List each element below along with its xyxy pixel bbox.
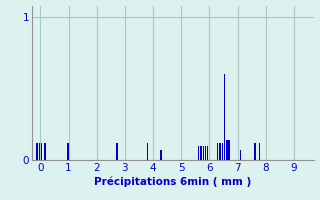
Bar bbox=[224, 74, 225, 160]
Bar bbox=[36, 143, 38, 160]
Bar bbox=[160, 150, 162, 160]
Bar bbox=[200, 146, 202, 160]
Bar bbox=[39, 143, 40, 160]
Bar bbox=[240, 150, 241, 160]
Bar bbox=[203, 146, 204, 160]
Bar bbox=[259, 143, 260, 160]
Bar bbox=[222, 143, 223, 160]
Bar bbox=[205, 146, 206, 160]
Bar bbox=[197, 146, 199, 160]
Bar bbox=[116, 143, 118, 160]
Bar bbox=[220, 143, 221, 160]
Bar bbox=[44, 143, 45, 160]
X-axis label: Précipitations 6min ( mm ): Précipitations 6min ( mm ) bbox=[94, 177, 252, 187]
Bar bbox=[41, 143, 42, 160]
Bar bbox=[207, 146, 208, 160]
Bar bbox=[147, 143, 148, 160]
Bar bbox=[68, 143, 69, 160]
Bar bbox=[226, 140, 228, 160]
Bar bbox=[254, 143, 256, 160]
Bar bbox=[228, 140, 230, 160]
Bar bbox=[217, 143, 219, 160]
